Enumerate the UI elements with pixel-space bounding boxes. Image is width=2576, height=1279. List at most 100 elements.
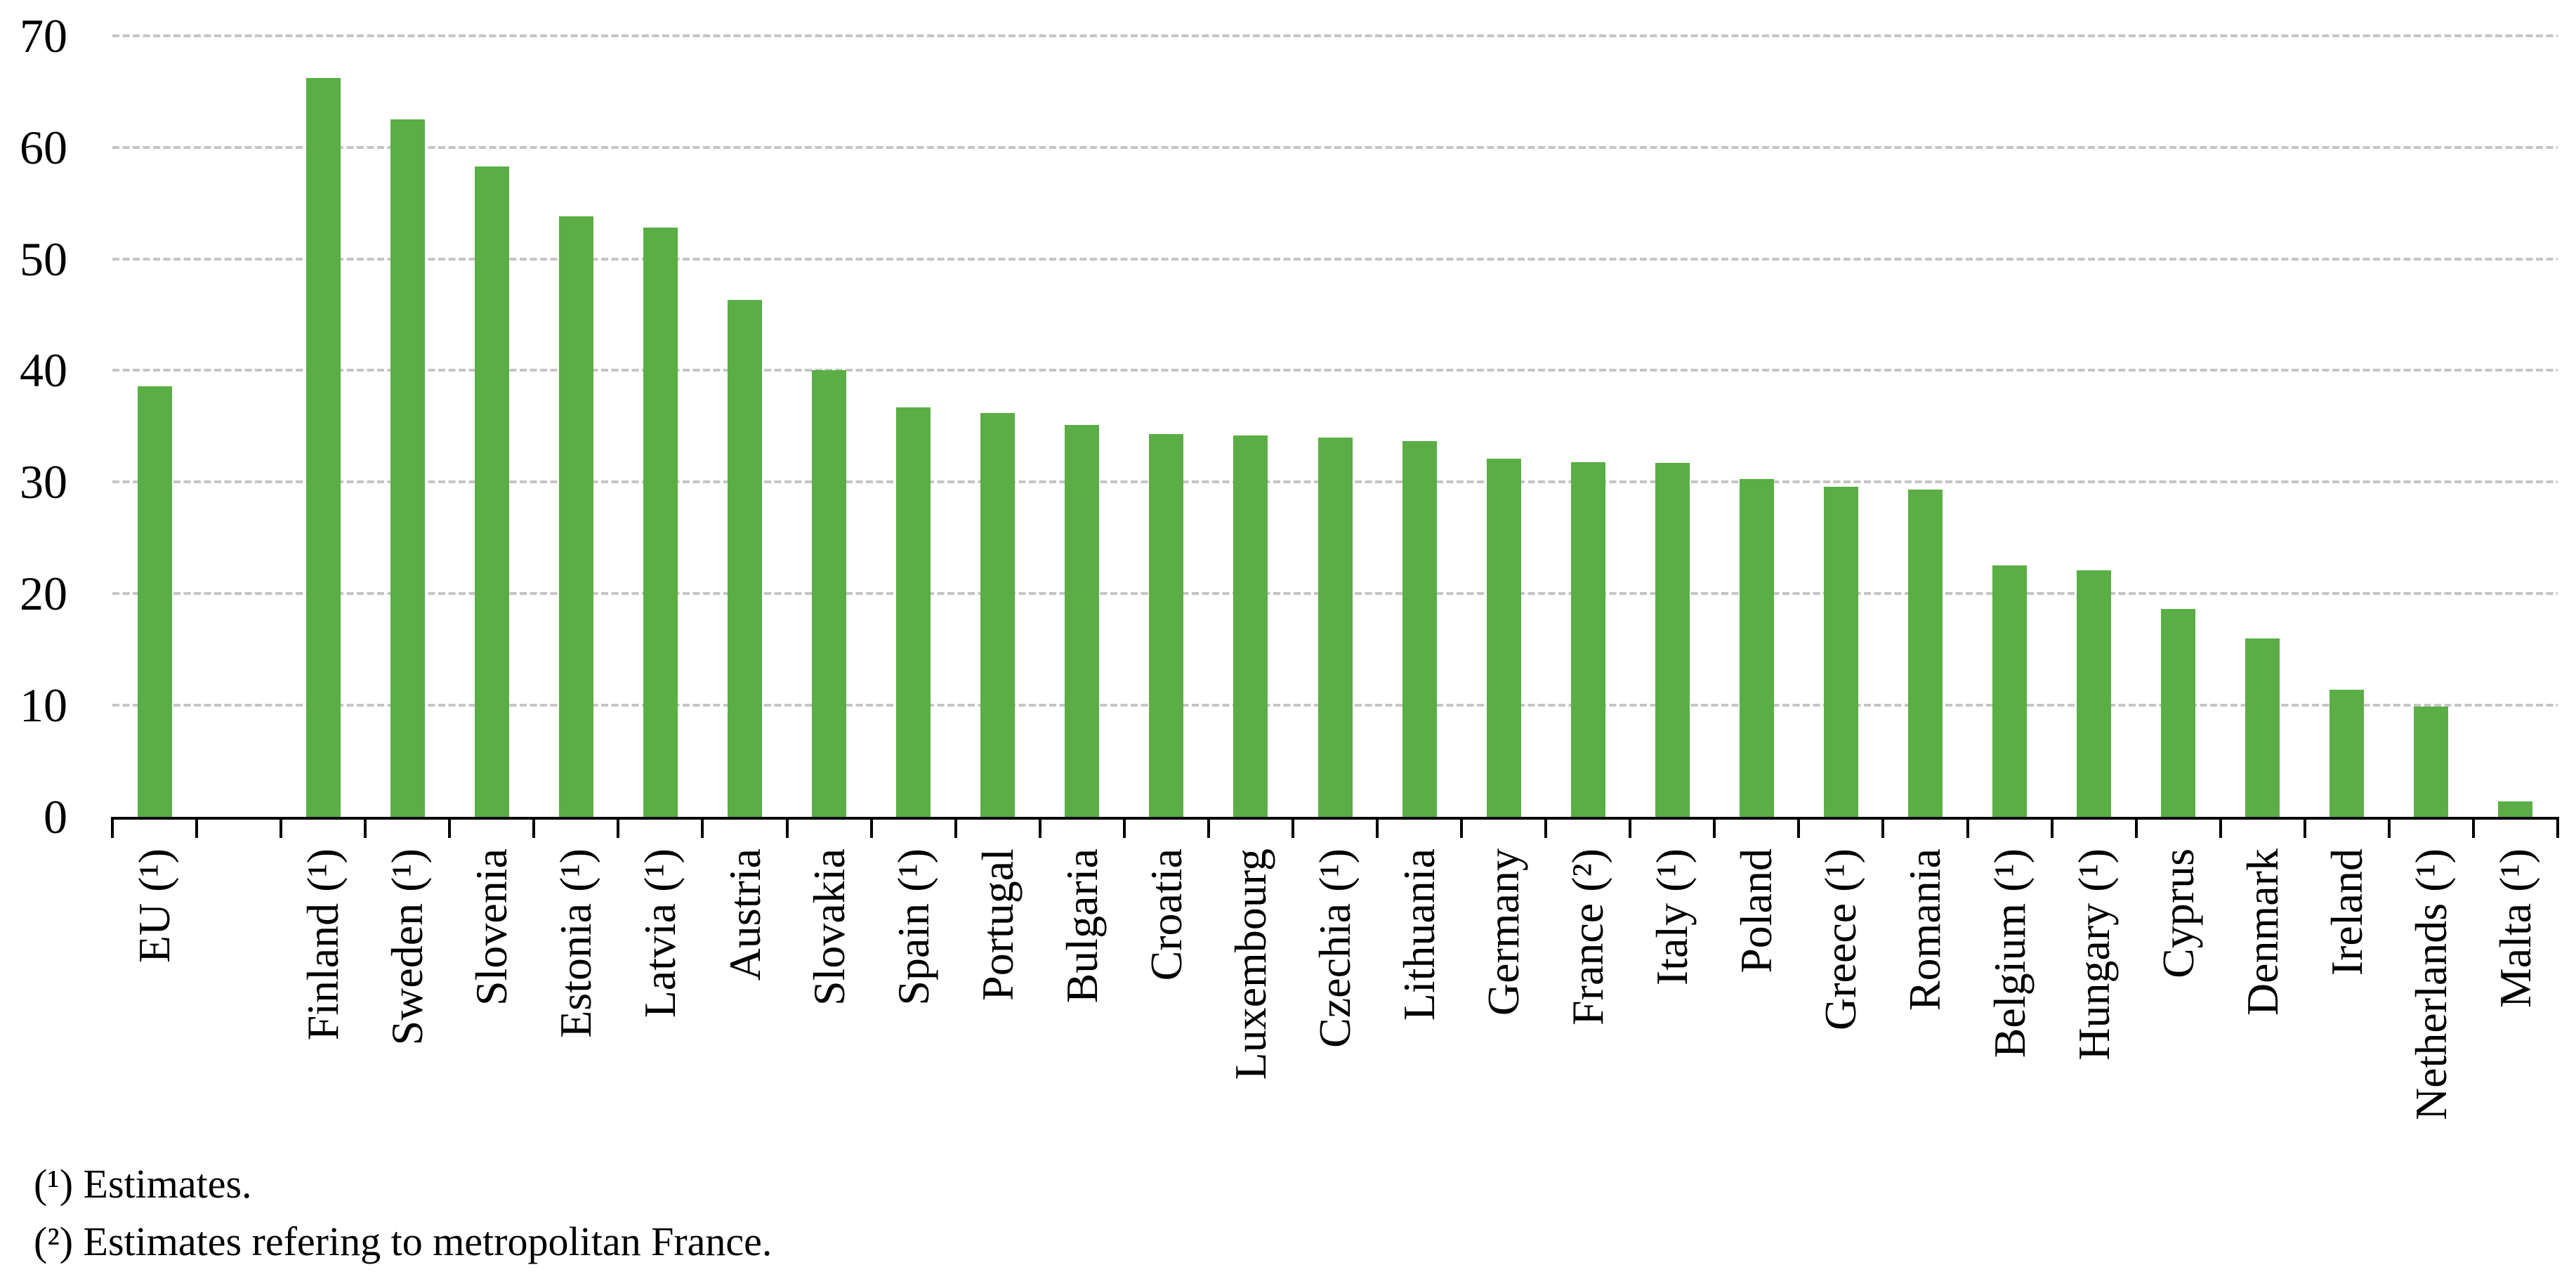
y-axis-tick-label: 40 <box>20 343 67 398</box>
footnotes: (¹) Estimates. (²) Estimates refering to… <box>34 1155 772 1271</box>
x-axis-label: Czechia (¹) <box>1310 848 1360 1048</box>
x-axis-tick <box>2303 817 2306 838</box>
bar <box>2498 801 2533 817</box>
x-axis-tick <box>364 817 367 838</box>
bar <box>137 386 172 817</box>
bar <box>812 370 847 817</box>
bar <box>558 216 593 817</box>
x-axis-label: Croatia <box>1141 848 1191 981</box>
x-axis-label: Greece (¹) <box>1815 848 1866 1030</box>
x-axis-label: EU (¹) <box>129 848 180 964</box>
bar <box>1317 437 1353 817</box>
gridline-50 <box>112 257 2558 261</box>
x-axis-tick <box>1629 817 1632 838</box>
x-axis-tick <box>1966 817 1969 838</box>
x-axis-tick <box>448 817 452 838</box>
x-axis-label: Malta (¹) <box>2490 848 2540 1009</box>
footnote-metropolitan-france: (²) Estimates refering to metropolitan F… <box>34 1219 773 1264</box>
y-axis-tick-label: 70 <box>20 8 67 63</box>
x-axis-label: Lithuania <box>1394 848 1445 1021</box>
bar <box>980 412 1016 817</box>
x-axis-tick <box>1713 817 1716 838</box>
x-axis-label: Latvia (¹) <box>635 848 685 1018</box>
x-axis-label: Ireland <box>2321 848 2372 976</box>
x-axis-tick <box>2134 817 2138 838</box>
x-axis-tick <box>280 817 283 838</box>
bar <box>2414 706 2449 817</box>
x-axis-label: France (²) <box>1563 848 1613 1025</box>
bar <box>643 228 678 817</box>
x-axis-tick <box>1460 817 1464 838</box>
bar <box>2329 689 2365 817</box>
bar <box>2161 609 2196 817</box>
x-axis-tick <box>195 817 199 838</box>
x-axis-label: Spain (¹) <box>888 848 938 1006</box>
x-axis-tick <box>2556 817 2559 838</box>
x-axis-tick <box>2471 817 2475 838</box>
x-axis-tick <box>1122 817 1126 838</box>
x-axis-tick <box>701 817 704 838</box>
x-axis-tick <box>111 817 114 838</box>
bar <box>1149 433 1184 817</box>
x-axis-label: Poland <box>1731 848 1782 973</box>
x-axis-tick <box>2219 817 2222 838</box>
x-axis-tick <box>869 817 873 838</box>
x-axis-label: Germany <box>1478 848 1529 1016</box>
x-axis-label: Netherlands (¹) <box>2405 848 2456 1121</box>
bar <box>1739 478 1774 817</box>
x-axis-tick <box>617 817 620 838</box>
bar <box>1486 458 1521 817</box>
gridline-70 <box>112 34 2558 37</box>
footnote-estimates: (¹) Estimates. <box>34 1161 252 1207</box>
x-axis-label: Bulgaria <box>1056 848 1107 1004</box>
bar <box>1570 461 1605 817</box>
x-axis-label: Slovakia <box>803 848 854 1006</box>
y-axis-tick-label: 50 <box>20 232 67 286</box>
x-axis-tick <box>1797 817 1801 838</box>
bar <box>390 119 425 817</box>
bar <box>896 407 931 817</box>
x-axis-label: Portugal <box>972 848 1023 1001</box>
x-axis-tick <box>2050 817 2053 838</box>
y-axis-tick-label: 0 <box>44 790 67 844</box>
x-axis-label: Austria <box>719 848 770 981</box>
x-axis-label: Belgium (¹) <box>1984 848 2035 1058</box>
bar <box>1233 435 1268 817</box>
y-axis-tick-label: 10 <box>20 678 67 733</box>
bar <box>1907 490 1943 817</box>
x-axis-tick <box>532 817 536 838</box>
x-axis-label: Luxembourg <box>1225 848 1275 1080</box>
bar <box>2245 638 2280 817</box>
x-axis-tick <box>1881 817 1885 838</box>
gridline-40 <box>112 369 2558 372</box>
bar <box>1402 440 1437 817</box>
bar <box>305 78 341 817</box>
bar <box>1823 486 1858 817</box>
x-axis-tick <box>785 817 789 838</box>
x-axis-label: Sweden (¹) <box>382 848 433 1046</box>
bar <box>1992 565 2028 817</box>
gridline-60 <box>112 145 2558 149</box>
bar <box>1655 463 1690 817</box>
x-axis-label: Slovenia <box>466 848 517 1006</box>
bar <box>474 166 509 817</box>
bar <box>1065 425 1100 817</box>
x-axis-label: Cyprus <box>2153 848 2203 978</box>
x-axis-label: Romania <box>1900 848 1950 1011</box>
x-axis-tick <box>1291 817 1294 838</box>
x-axis-label: Finland (¹) <box>298 848 348 1041</box>
y-axis-tick-label: 30 <box>20 455 67 509</box>
y-axis-tick-label: 20 <box>20 567 67 621</box>
x-axis-label: Estonia (¹) <box>551 848 601 1038</box>
bar <box>2077 570 2112 817</box>
bar <box>728 300 763 817</box>
x-axis-tick <box>1207 817 1210 838</box>
y-axis-tick-label: 60 <box>20 120 67 174</box>
x-axis-tick <box>954 817 957 838</box>
x-axis-label: Hungary (¹) <box>2068 848 2119 1061</box>
x-axis-tick <box>1376 817 1379 838</box>
x-axis-label: Denmark <box>2237 848 2287 1016</box>
x-axis-label: Italy (¹) <box>1647 848 1697 986</box>
